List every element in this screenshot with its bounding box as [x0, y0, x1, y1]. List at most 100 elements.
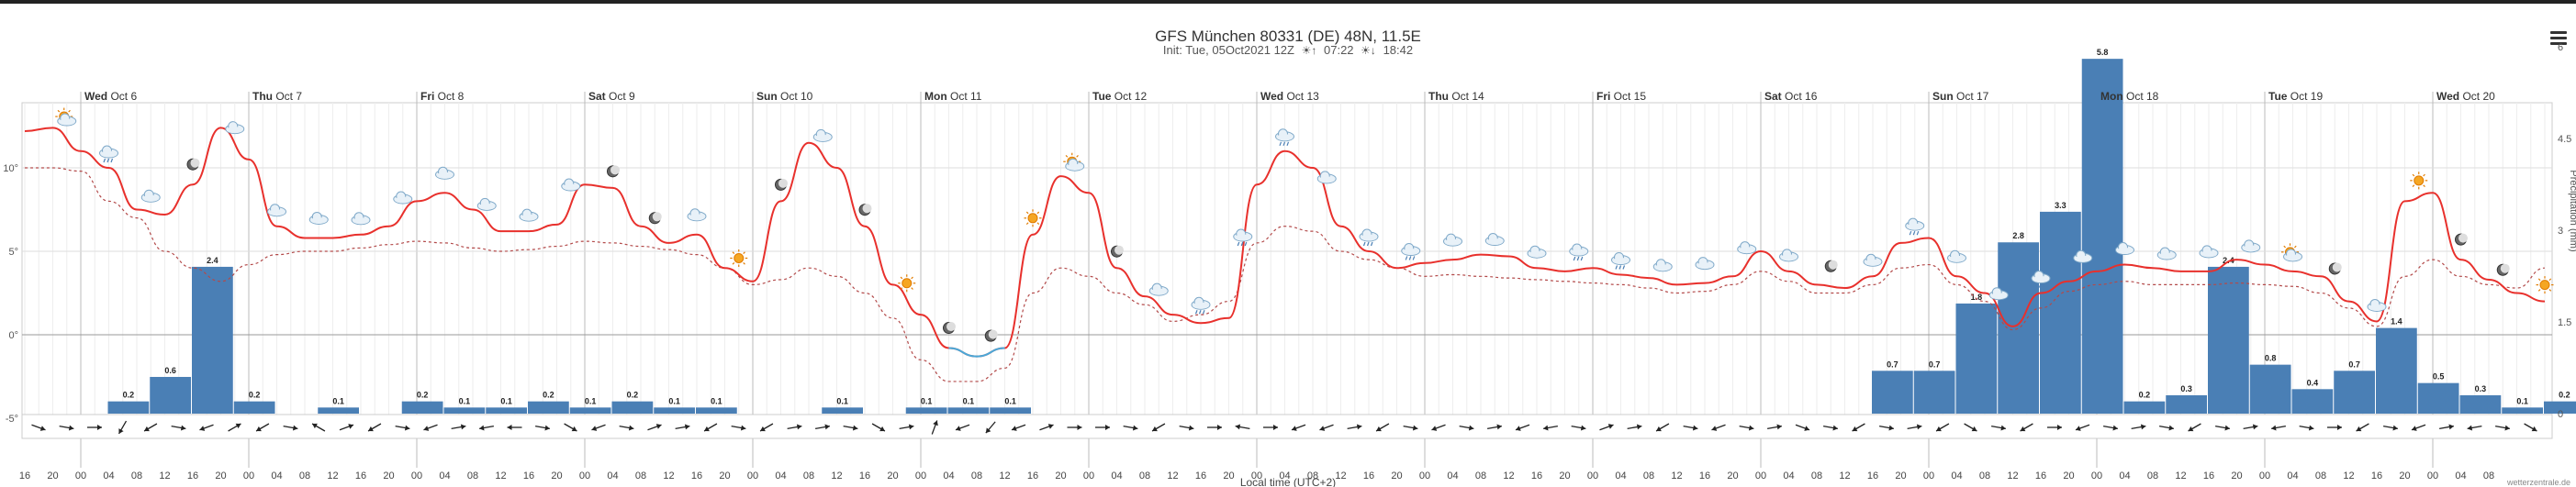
hour-tick-label: 16 — [2371, 470, 2382, 481]
cloud-icon — [1652, 259, 1673, 272]
hour-tick-label: 04 — [2455, 470, 2466, 481]
wind-arrow-head — [2271, 425, 2277, 431]
wind-arrow-icon — [1039, 424, 1054, 431]
precip-label: 0.2 — [627, 391, 639, 400]
cloud-fill — [1234, 234, 1251, 241]
wind-arrow-icon — [2243, 424, 2258, 430]
cloud-fill — [689, 214, 705, 221]
wind-arrow-head — [544, 425, 550, 431]
cloud-icon — [435, 166, 454, 180]
cloud-fill — [1570, 249, 1587, 256]
hour-tick-label: 20 — [551, 470, 562, 481]
wind-arrow-icon — [283, 425, 298, 431]
rain-drop — [110, 158, 114, 163]
hour-tick-label: 04 — [943, 470, 954, 481]
hour-tick-label: 20 — [47, 470, 58, 481]
wind-arrow-head — [1217, 425, 1222, 430]
precip-bar — [696, 407, 737, 414]
hour-tick-label: 08 — [803, 470, 814, 481]
wind-arrow-head — [292, 425, 298, 431]
wind-arrow-head — [1356, 424, 1362, 430]
wind-arrow-head — [908, 424, 914, 430]
hour-tick-label: 08 — [1979, 470, 1990, 481]
wind-arrow-icon — [1852, 423, 1865, 432]
cloud-icon — [1737, 241, 1757, 255]
precip-label: 0.2 — [543, 391, 554, 400]
hour-tick-label: 12 — [159, 470, 170, 481]
precip-bar — [2459, 394, 2502, 414]
wind-arrow-head — [1431, 426, 1438, 431]
wind-arrow-icon — [228, 423, 241, 432]
moon-shade — [778, 178, 788, 188]
wind-arrow-head — [1580, 425, 1586, 431]
rain-drop — [1198, 310, 1202, 315]
wind-arrow-icon — [507, 425, 522, 430]
precip-label: 0.1 — [585, 396, 597, 405]
wind-arrow-head — [1776, 424, 1782, 430]
hour-tick-label: 16 — [1027, 470, 1038, 481]
precip-label: 0.1 — [2516, 396, 2528, 405]
cloud-fill — [2284, 254, 2302, 261]
precip-axis-label: 1.5 — [2558, 317, 2571, 328]
wind-arrow-head — [1188, 425, 1194, 431]
cloud-fill — [2201, 250, 2217, 258]
wind-arrow-icon — [1123, 425, 1138, 431]
cloud-icon — [1988, 287, 2009, 301]
wind-arrow-head — [1132, 425, 1138, 431]
plot-frame — [21, 102, 2553, 415]
wind-arrow-icon — [2131, 424, 2146, 430]
wind-arrow-icon — [1347, 424, 1362, 430]
wind-arrow-icon — [871, 423, 886, 432]
cloud-fill — [353, 217, 369, 225]
wind-arrow-head — [2411, 426, 2417, 431]
rain-drop — [1279, 141, 1282, 147]
wind-arrow-icon — [1767, 424, 1782, 430]
precip-bar — [1913, 371, 1955, 414]
precip-bar — [654, 407, 695, 414]
hamburger-menu-icon[interactable] — [2550, 31, 2567, 48]
cloud-icon — [1443, 233, 1462, 247]
cloud-icon — [393, 191, 413, 205]
sun-ray — [2423, 184, 2425, 187]
wind-arrow-head — [1916, 424, 1922, 430]
rain-drop — [1194, 310, 1198, 315]
hour-tick-label: 08 — [635, 470, 646, 481]
hour-tick-label: 20 — [719, 470, 730, 481]
hour-tick-label: 16 — [1531, 470, 1542, 481]
rain-drop — [1244, 241, 1248, 247]
wind-arrow-head — [655, 424, 662, 429]
precip-bar — [528, 401, 569, 414]
wind-arrow-icon — [1711, 424, 1726, 431]
wind-arrow-icon — [199, 424, 214, 431]
hour-tick-label: 08 — [131, 470, 142, 481]
grid-layer — [21, 92, 2553, 468]
wind-arrow-head — [2467, 425, 2473, 431]
hour-tick-label: 04 — [775, 470, 786, 481]
wind-arrow-head — [2356, 426, 2362, 432]
precip-bar — [2123, 401, 2166, 414]
hour-tick-label: 00 — [75, 470, 86, 481]
wind-arrow-icon — [899, 424, 914, 430]
cloud-fill — [814, 134, 832, 141]
moon-shade — [652, 212, 662, 222]
sun-ray — [2412, 173, 2415, 177]
hour-tick-label: 20 — [1391, 470, 1402, 481]
cloud-sun-icon — [2281, 243, 2302, 262]
precip-label: 3.3 — [2055, 201, 2066, 210]
wind-arrow-icon — [31, 424, 46, 431]
wind-arrow-icon — [395, 425, 410, 431]
wind-arrow-head — [404, 425, 410, 431]
wind-arrow-head — [2020, 426, 2026, 432]
moon-icon — [2328, 262, 2342, 275]
wind-arrow-head — [1936, 426, 1942, 432]
sun-ray — [900, 276, 903, 280]
day-label: Sun Oct 17 — [1932, 90, 1989, 103]
cloud-icon — [1148, 282, 1169, 296]
precip-bar — [1955, 303, 1998, 414]
cloud-rain-icon — [1191, 296, 1211, 315]
cloud-fill — [268, 209, 286, 216]
hour-tick-label: 12 — [1503, 470, 1514, 481]
rain-drop — [1916, 230, 1920, 236]
hour-tick-label: 20 — [1055, 470, 1066, 481]
wind-arrow-head — [1543, 425, 1549, 431]
